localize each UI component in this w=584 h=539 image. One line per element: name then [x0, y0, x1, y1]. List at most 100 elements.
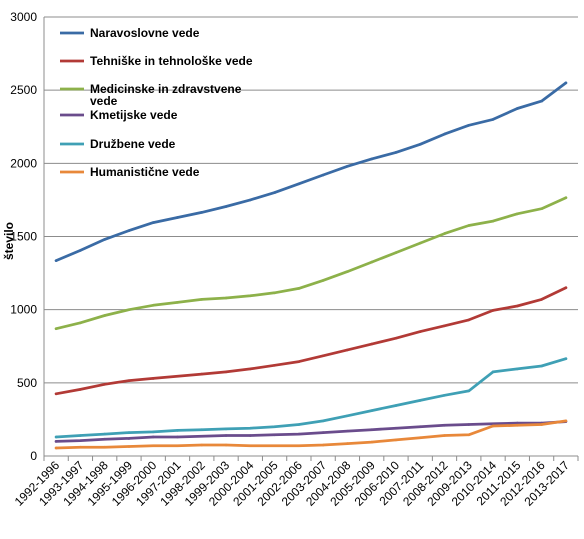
data-point	[467, 433, 471, 437]
data-point	[418, 330, 422, 333]
legend-item: Humanistične vede	[60, 165, 200, 179]
series-lines	[54, 81, 568, 450]
series-6	[54, 419, 568, 450]
data-point	[249, 198, 252, 202]
data-point	[200, 443, 204, 447]
data-point	[127, 308, 131, 311]
data-point	[200, 434, 204, 438]
data-point	[370, 157, 373, 161]
data-point	[273, 425, 276, 429]
data-point	[297, 182, 301, 186]
data-point	[200, 298, 204, 301]
y-tick-label: 0	[30, 449, 37, 463]
data-point	[540, 423, 543, 426]
data-point	[297, 423, 301, 426]
data-point	[151, 435, 155, 439]
data-point	[273, 291, 276, 295]
data-point	[346, 414, 349, 418]
data-point	[79, 321, 82, 325]
data-point	[516, 212, 519, 216]
data-point	[516, 423, 519, 427]
data-point	[321, 443, 325, 447]
data-point	[127, 229, 131, 232]
data-point	[79, 445, 82, 449]
data-point	[103, 314, 106, 317]
grid-lines	[44, 16, 578, 384]
legend-label: Tehniške in tehnološke vede	[90, 54, 253, 68]
legend-item: Tehniške in tehnološke vede	[60, 54, 253, 68]
data-point	[370, 260, 373, 264]
data-point	[516, 107, 519, 110]
data-point	[418, 143, 422, 146]
legend-label-line: vede	[90, 94, 118, 108]
data-point	[200, 428, 204, 431]
data-point	[103, 445, 106, 449]
series-1	[54, 81, 568, 262]
data-point	[564, 357, 568, 360]
data-point	[224, 443, 228, 447]
data-point	[273, 444, 276, 448]
data-point	[176, 374, 179, 378]
legend-label: Humanistične vede	[90, 165, 200, 179]
data-point	[79, 388, 82, 391]
series-line	[54, 419, 568, 450]
data-point	[176, 301, 179, 304]
y-tick-label: 1000	[10, 303, 37, 317]
data-point	[54, 327, 58, 330]
data-point	[346, 270, 349, 273]
data-point	[103, 382, 106, 386]
data-point	[394, 151, 398, 154]
data-point	[273, 191, 276, 194]
data-point	[467, 123, 471, 127]
data-point	[394, 404, 398, 407]
data-point	[151, 221, 155, 224]
y-tick-labels: 0 500 1000 1500 2000 2500 3000	[10, 10, 37, 463]
data-point	[564, 419, 568, 423]
data-point	[54, 446, 58, 450]
data-point	[103, 432, 106, 436]
series-2	[54, 286, 568, 396]
axes	[43, 17, 579, 461]
series-line	[54, 286, 568, 396]
data-point	[346, 348, 349, 352]
x-tick-labels: 1992-19961993-19971994-19981995-19991996…	[12, 458, 572, 509]
y-tick-label: 2500	[10, 83, 37, 97]
data-point	[346, 164, 349, 168]
y-tick-label: 2000	[10, 156, 37, 170]
data-point	[224, 427, 228, 431]
data-point	[346, 442, 349, 445]
data-point	[418, 399, 422, 402]
data-point	[54, 392, 58, 396]
data-point	[418, 425, 422, 429]
data-point	[491, 422, 495, 426]
legend-label-line: Družbene vede	[90, 137, 176, 151]
data-point	[443, 434, 446, 437]
data-point	[516, 421, 519, 425]
data-point	[127, 437, 131, 440]
data-point	[418, 436, 422, 440]
data-point	[103, 437, 106, 441]
data-point	[321, 173, 325, 177]
data-point	[54, 259, 58, 262]
data-point	[491, 424, 495, 428]
data-point	[127, 431, 131, 434]
legend-label-line: Kmetijske vede	[90, 108, 178, 122]
data-point	[176, 429, 179, 432]
data-point	[443, 423, 446, 427]
data-point	[151, 430, 155, 434]
data-point	[151, 377, 155, 380]
legend-item: Naravoslovne vede	[60, 26, 200, 40]
series-line	[54, 357, 568, 439]
data-point	[151, 303, 155, 307]
series-line	[54, 420, 568, 443]
data-point	[443, 393, 446, 397]
data-point	[54, 435, 58, 439]
series-line	[54, 81, 568, 262]
data-point	[79, 249, 82, 252]
data-point	[273, 433, 276, 437]
data-point	[151, 444, 155, 448]
data-point	[443, 324, 446, 328]
data-point	[564, 196, 568, 200]
data-point	[564, 81, 568, 85]
